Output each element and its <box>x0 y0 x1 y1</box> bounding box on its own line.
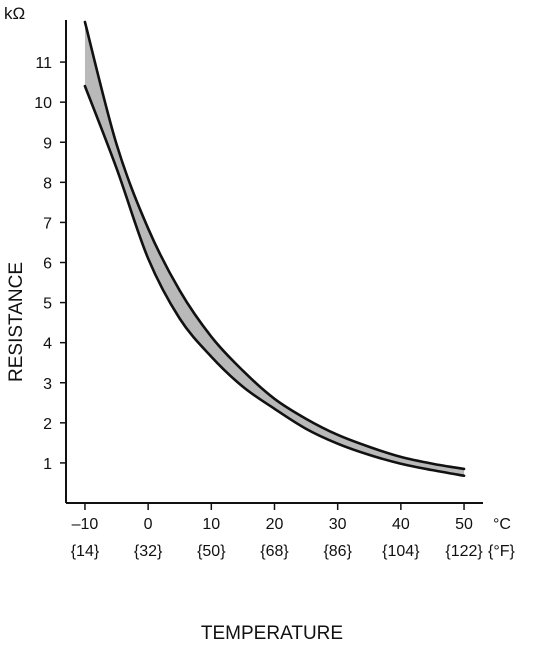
y-tick-layer: 1 2 3 4 5 6 7 8 9 10 11 <box>34 55 66 473</box>
upper-curve-point <box>115 143 117 145</box>
x-tick-label-celsius: 20 <box>266 516 284 533</box>
x-tick-label-fahrenheit: {68} <box>260 543 289 560</box>
x-tick-label-celsius: 40 <box>392 516 410 533</box>
upper-curve-point <box>336 434 338 436</box>
x-tick-label-celsius: 50 <box>455 516 473 533</box>
lower-limit-curve <box>83 84 466 478</box>
lower-curve-point <box>400 463 402 465</box>
upper-curve-point <box>463 468 465 470</box>
x-tick-label-celsius: 30 <box>329 516 347 533</box>
lower-curve-point <box>242 386 244 388</box>
y-tick-label: 5 <box>43 296 52 313</box>
upper-limit-curve <box>83 20 466 471</box>
lower-curve-point <box>431 469 433 471</box>
x-tick-label-fahrenheit: {86} <box>323 543 352 560</box>
upper-curve-point <box>273 398 275 400</box>
upper-curve-point <box>431 463 433 465</box>
upper-curve-point <box>179 289 181 291</box>
x-tick-layer: –10 {14} 0 {32} 10 {50} 20 {68} 30 {86} 40 {104} 50 {… <box>71 503 483 560</box>
y-tick-label: 1 <box>43 456 52 473</box>
lower-curve-point <box>305 428 307 430</box>
x-tick-label-fahrenheit: {32} <box>134 543 163 560</box>
axis-layer <box>65 20 483 504</box>
upper-curve-point <box>400 456 402 458</box>
x-tick-label-fahrenheit: {50} <box>197 543 226 560</box>
upper-curve-point <box>210 335 212 337</box>
y-tick-label: 10 <box>34 95 52 112</box>
lower-curve-point <box>84 85 86 87</box>
upper-curve-point <box>242 370 244 372</box>
lower-curve-point <box>463 475 465 477</box>
y-unit-label: kΩ <box>4 4 25 23</box>
lower-curve-point <box>368 454 370 456</box>
upper-curve-point <box>305 418 307 420</box>
lower-curve-point <box>273 408 275 410</box>
x-tick-label-celsius: 10 <box>202 516 220 533</box>
y-tick-label: 11 <box>35 55 52 72</box>
lower-curve-point <box>179 317 181 319</box>
y-axis-title: RESISTANCE <box>6 262 27 382</box>
x-tick-label-fahrenheit: {104} <box>382 543 420 560</box>
x-tick-label-celsius: –10 <box>72 516 99 533</box>
y-tick-label: 4 <box>43 336 52 353</box>
upper-curve-point <box>368 446 370 448</box>
y-tick-label: 7 <box>43 215 52 232</box>
upper-curve-point <box>147 227 149 229</box>
upper-curve-point <box>84 21 86 23</box>
x-tick-label-fahrenheit: {14} <box>71 543 100 560</box>
x-unit-f: {°F} <box>488 543 516 560</box>
lower-curve-point <box>147 257 149 259</box>
lower-curve-point <box>210 355 212 357</box>
x-unit-c: °C <box>493 516 511 533</box>
x-axis-title: TEMPERATURE <box>201 623 343 644</box>
y-tick-label: 6 <box>43 256 52 273</box>
lower-curve-point <box>336 442 338 444</box>
lower-curve-point <box>115 167 117 169</box>
curve-layer <box>83 20 466 478</box>
y-tick-label: 8 <box>43 175 52 192</box>
x-tick-label-fahrenheit: {122} <box>445 543 483 560</box>
x-tick-label-celsius: 0 <box>144 516 153 533</box>
y-tick-label: 2 <box>43 416 52 433</box>
y-tick-label: 3 <box>43 376 52 393</box>
y-tick-label: 9 <box>43 135 52 152</box>
